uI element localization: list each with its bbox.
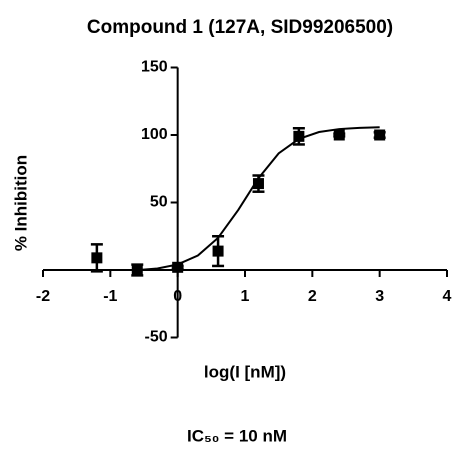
- x-tick-label: 3: [375, 288, 384, 305]
- point: [252, 178, 264, 190]
- x-axis-label: log(I [nM]): [204, 362, 286, 381]
- annotation: IC₅₀ = 10 nM: [187, 426, 287, 445]
- x-tick-label: 1: [241, 288, 250, 305]
- y-axis-label: % Inhibition: [11, 155, 30, 251]
- x-tick-label: -2: [36, 288, 50, 305]
- x-tick-label: 0: [173, 288, 182, 305]
- point: [131, 264, 143, 276]
- y-tick-label: 100: [141, 126, 168, 143]
- y-tick-label: 50: [150, 194, 168, 211]
- chart-title: Compound 1 (127A, SID99206500): [87, 17, 393, 38]
- point: [91, 252, 103, 264]
- point: [172, 261, 184, 273]
- x-tick-label: 2: [308, 288, 317, 305]
- x-tick-label: -1: [103, 288, 117, 305]
- y-tick-label: 150: [141, 59, 168, 76]
- point: [374, 129, 386, 141]
- x-tick-label: 4: [443, 288, 452, 305]
- point: [293, 130, 305, 142]
- point: [333, 129, 345, 141]
- fit-curve: [137, 126, 380, 272]
- point: [212, 245, 224, 257]
- y-tick-label: -50: [145, 329, 168, 346]
